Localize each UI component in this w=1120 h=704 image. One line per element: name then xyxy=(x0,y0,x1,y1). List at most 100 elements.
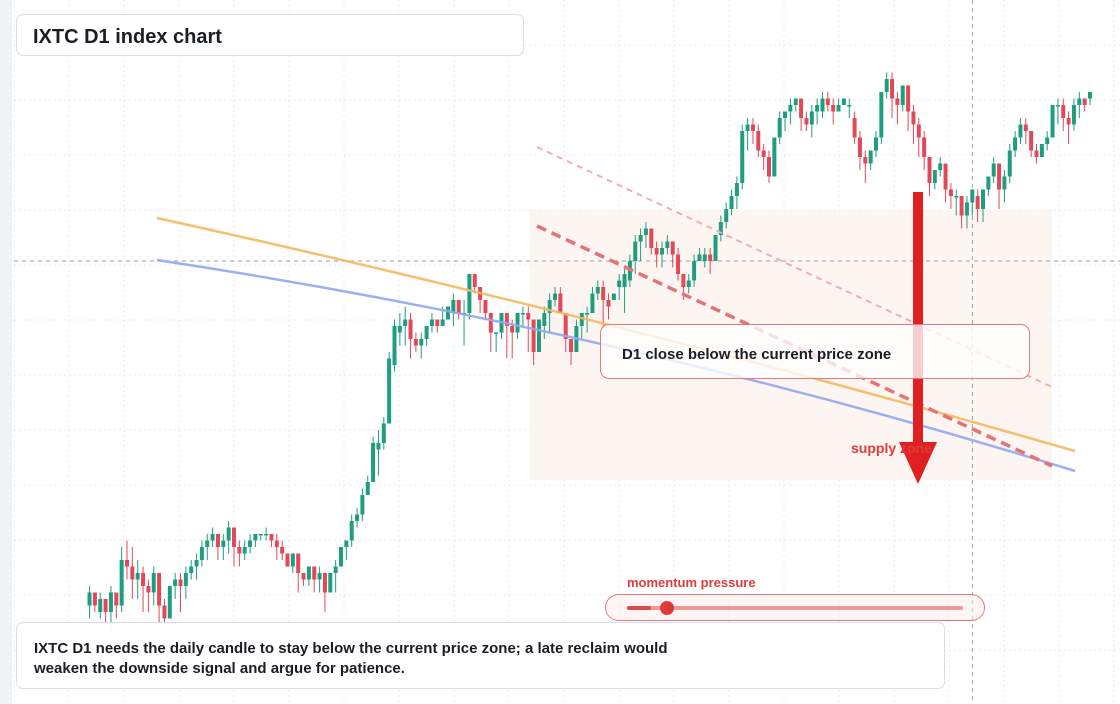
bull-candle xyxy=(1077,98,1082,105)
bear-candle xyxy=(280,547,285,554)
bear-candle xyxy=(504,313,509,326)
supply-zone-label: supply zone xyxy=(851,440,932,456)
bull-candle xyxy=(467,274,472,313)
bear-candle xyxy=(906,85,911,112)
bear-candle xyxy=(804,118,809,125)
bull-candle xyxy=(446,306,450,320)
bull-candle xyxy=(344,540,349,547)
bear-candle xyxy=(510,326,515,333)
bull-candle xyxy=(167,586,172,619)
bear-candle xyxy=(531,319,536,352)
bear-candle xyxy=(103,599,108,612)
bull-candle xyxy=(932,170,937,183)
bull-candle xyxy=(392,326,397,365)
bull-candle xyxy=(622,274,627,287)
bull-candle xyxy=(183,573,188,586)
bear-candle xyxy=(232,527,236,547)
bull-candle xyxy=(611,293,616,300)
bull-candle xyxy=(226,527,231,541)
note-panel: IXTC D1 needs the daily candle to stay b… xyxy=(16,622,945,689)
bear-candle xyxy=(681,274,686,287)
down-arrow-shaft xyxy=(913,192,923,446)
bull-candle xyxy=(713,235,718,261)
bear-candle xyxy=(1082,98,1087,105)
bear-candle xyxy=(215,534,220,547)
bull-candle xyxy=(221,540,226,547)
bear-candle xyxy=(916,124,921,138)
bull-candle xyxy=(820,98,825,112)
bear-candle xyxy=(130,566,135,580)
bull-candle xyxy=(986,176,991,190)
bear-candle xyxy=(1066,118,1071,125)
bull-candle xyxy=(702,254,707,261)
bull-candle xyxy=(793,98,798,105)
bear-candle xyxy=(863,157,868,164)
bull-candle xyxy=(836,105,841,112)
bull-candle xyxy=(1039,144,1044,157)
bear-candle xyxy=(269,534,274,541)
bull-candle xyxy=(542,313,547,326)
bull-candle xyxy=(419,339,424,346)
bull-candle xyxy=(643,228,648,235)
bull-candle xyxy=(718,222,723,235)
bull-candle xyxy=(686,280,691,287)
bear-candle xyxy=(322,573,327,593)
bull-candle xyxy=(585,313,590,315)
momentum-slider-knob[interactable] xyxy=(659,601,674,615)
bull-candle xyxy=(900,85,905,105)
bear-candle xyxy=(927,157,932,183)
bear-candle xyxy=(157,573,162,606)
bear-candle xyxy=(296,553,301,573)
bear-candle xyxy=(456,300,461,313)
bull-candle xyxy=(590,293,595,313)
bull-candle xyxy=(1045,137,1050,144)
bull-candle xyxy=(1013,137,1018,151)
bull-candle xyxy=(494,332,499,334)
bear-candle xyxy=(435,319,440,326)
bear-candle xyxy=(92,592,97,606)
bull-candle xyxy=(355,514,360,521)
bull-candle xyxy=(665,241,670,248)
bull-candle xyxy=(242,547,247,554)
bear-candle xyxy=(146,586,151,593)
bear-candle xyxy=(125,560,129,567)
price-zone-callout: D1 close below the current price zone xyxy=(600,324,1030,379)
bull-candle xyxy=(970,189,975,203)
bear-candle xyxy=(670,241,675,255)
bull-candle xyxy=(264,534,269,536)
bull-candle xyxy=(772,137,777,177)
bull-candle xyxy=(253,534,258,541)
bear-candle xyxy=(301,573,306,580)
bull-candle xyxy=(429,319,434,326)
bull-candle xyxy=(724,209,729,222)
bear-candle xyxy=(178,579,183,586)
bull-candle xyxy=(692,261,697,281)
bull-candle xyxy=(258,534,263,536)
bull-candle xyxy=(938,163,943,170)
candles-group xyxy=(87,72,1092,632)
note-text: IXTC D1 needs the daily candle to stay b… xyxy=(34,640,668,677)
bear-candle xyxy=(472,274,477,287)
bear-candle xyxy=(141,573,146,586)
bear-candle xyxy=(1034,150,1039,157)
bull-candle xyxy=(87,592,92,606)
title-panel: IXTC D1 index chart xyxy=(16,14,524,56)
bull-candle xyxy=(339,547,343,567)
bull-candle xyxy=(135,573,140,580)
bear-candle xyxy=(526,313,531,320)
momentum-slider[interactable] xyxy=(605,594,985,621)
chart-title: IXTC D1 index chart xyxy=(33,26,222,48)
bull-candle xyxy=(403,319,408,326)
bear-candle xyxy=(1061,105,1066,118)
bear-candle xyxy=(959,196,964,216)
momentum-label: momentum pressure xyxy=(627,575,756,590)
bear-candle xyxy=(852,118,857,138)
bear-candle xyxy=(649,228,654,248)
bear-candle xyxy=(312,566,317,580)
bull-candle xyxy=(783,111,788,118)
bear-candle xyxy=(922,137,927,157)
bear-candle xyxy=(825,98,830,105)
bull-candle xyxy=(536,319,541,352)
bull-candle xyxy=(119,560,124,606)
bull-candle xyxy=(151,573,156,593)
